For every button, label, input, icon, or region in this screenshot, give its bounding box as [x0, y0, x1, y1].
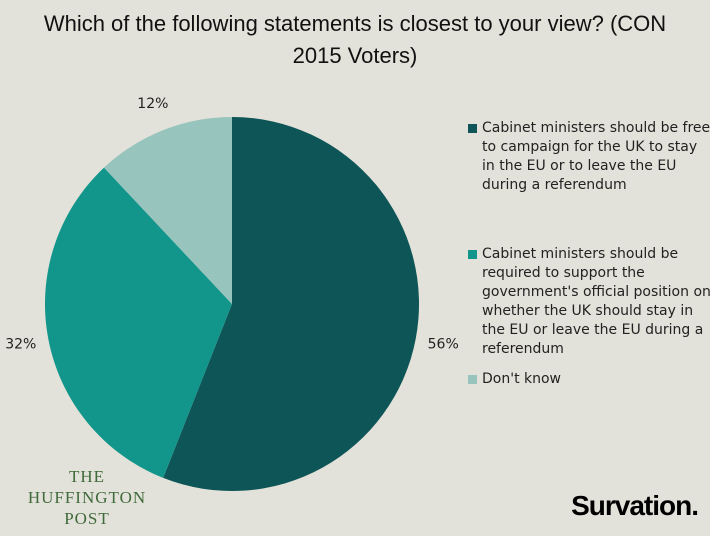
pie-slice	[163, 117, 419, 492]
pie-slice	[103, 117, 233, 304]
legend-entry: Cabinet ministers should be free to camp…	[468, 119, 710, 195]
data-label: 32%	[5, 336, 36, 352]
legend-swatch	[468, 124, 477, 133]
data-label: 12%	[137, 96, 168, 112]
chart-title: Which of the following statements is clo…	[43, 11, 667, 68]
legend-label: Don't know	[482, 371, 562, 387]
pollster-logo: Survation.	[571, 490, 699, 521]
data-label: 56%	[428, 336, 459, 352]
legend-entry: Cabinet ministers should be required to …	[468, 245, 710, 359]
legend-swatch	[468, 250, 477, 259]
legend-label: Cabinet ministers should be required to …	[482, 246, 710, 357]
legend-label: Cabinet ministers should be free to camp…	[482, 120, 710, 193]
legend-swatch	[468, 375, 477, 384]
pie-slice	[44, 167, 232, 478]
publisher-logo: THE HUFFINGTON POST	[27, 467, 147, 528]
legend-entry: Don't know	[468, 370, 710, 389]
